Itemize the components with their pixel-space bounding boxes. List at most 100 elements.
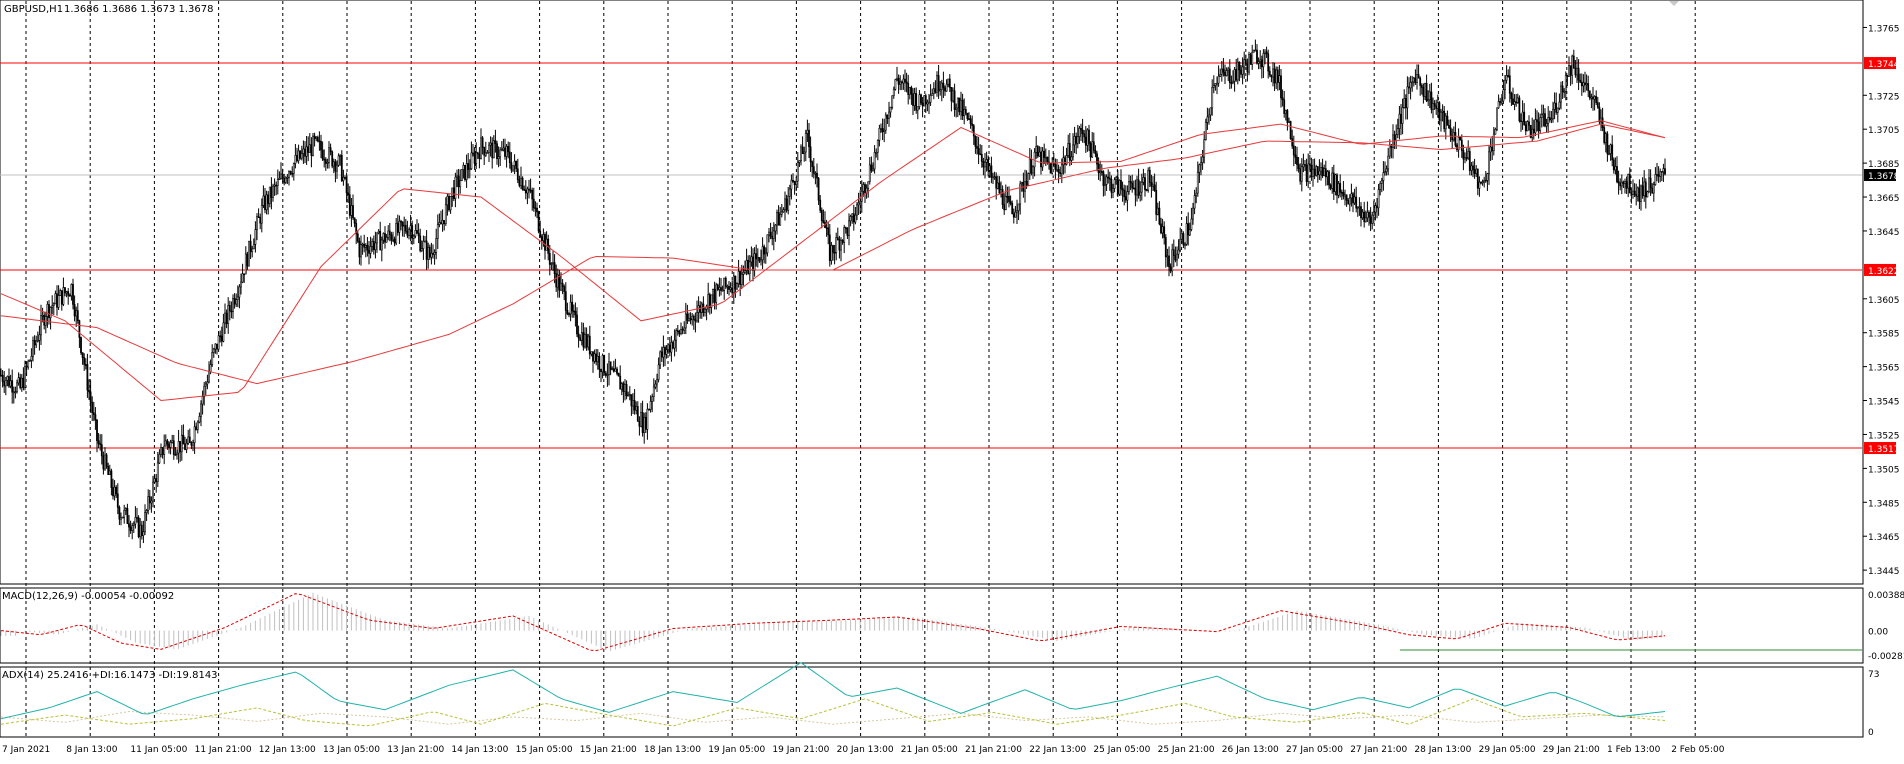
candle-body [548,253,551,265]
candle-body [766,234,769,254]
adx-panel[interactable] [0,666,1864,738]
time-label: 13 Jan 05:00 [323,745,380,755]
candle-body [182,434,185,445]
candle-body [337,155,340,166]
candle-body [355,222,358,235]
candle-body [660,351,663,358]
candle-body [1467,151,1470,159]
candle-body [334,161,337,172]
candle-body [291,172,294,175]
candle-body [950,87,953,102]
candle-body [1296,156,1298,165]
candle-body [1212,85,1215,88]
horizontal-levels[interactable] [0,62,1862,449]
candle-body [838,239,841,251]
candle-body [424,240,426,243]
candle-body [1574,67,1577,76]
candle-body [8,376,10,387]
candle-body [561,282,564,287]
candle-body [36,340,39,342]
candle-body [1291,138,1294,147]
candle-body [723,277,726,291]
macd-panel[interactable] [0,587,1864,664]
candle-body [904,78,906,83]
candle-body [1075,136,1078,144]
candle-body [872,168,874,171]
candle-body [691,315,694,321]
candle-body [1224,71,1226,76]
candle-body [388,230,391,236]
candle-body [56,293,58,308]
candle-body [1380,180,1383,184]
candle-body [49,307,52,319]
candle-body [97,440,100,444]
candle-body [1366,211,1369,219]
candle-body [35,340,38,346]
candle-body [774,224,777,232]
candle-body [528,188,530,191]
candle-body [862,184,865,192]
candle-body [979,153,982,156]
candle-body [1214,83,1217,86]
candle-body [129,526,132,531]
candle-body [96,419,98,442]
candle-body [321,149,324,160]
candle-body [833,252,836,254]
candle-body [196,421,199,430]
candle-body [876,139,879,153]
candle-body [616,368,618,374]
candle-body [718,287,721,290]
candle-body [68,295,71,297]
candle-body [1419,77,1422,86]
time-axis: 7 Jan 2021 8 Jan 13:00 11 Jan 05:00 11 Jan … [2,745,1725,755]
candle-body [0,374,2,377]
candle-body [566,310,569,315]
candle-body [307,146,310,153]
candle-body [30,356,33,361]
candle-body [963,109,966,117]
candle-body [1430,91,1433,110]
candle-body [1572,55,1575,69]
candle-body [884,114,887,131]
candle-body [913,93,916,106]
candle-body [1123,189,1126,198]
candle-body [1091,141,1094,158]
candle-body [441,220,444,225]
candle-body [401,221,404,227]
candle-body [385,237,388,243]
candle-body [628,394,631,396]
candle-body [960,99,962,113]
candle-body [707,294,710,307]
candle-body [1456,144,1458,151]
chart-shift-icon[interactable] [1669,1,1679,6]
candle-body [542,234,545,241]
main-price-panel[interactable] [0,0,1864,585]
candle-body [1286,110,1289,123]
candle-body [22,377,25,388]
candle-body [753,253,756,271]
candle-body [328,147,330,163]
candle-body [512,165,514,171]
candle-body [716,284,719,290]
candle-body [940,82,943,90]
candle-body [1313,168,1316,176]
candle-body [1630,192,1633,195]
candle-body [497,156,500,160]
candle-body [1342,192,1345,197]
candle-body [952,90,954,102]
candle-body [840,239,842,251]
candle-body [964,109,967,114]
candle-body [603,355,606,374]
time-label: 11 Jan 05:00 [130,745,187,755]
ma-slow-line [0,123,1666,385]
candle-body [544,234,546,251]
candle-body [1168,255,1170,268]
candle-body [456,175,458,178]
candle-body [1628,174,1631,194]
candle-body [502,147,505,151]
candle-body [939,89,942,92]
candle-body [843,227,846,243]
candle-body [856,204,858,216]
candle-body [625,384,628,397]
